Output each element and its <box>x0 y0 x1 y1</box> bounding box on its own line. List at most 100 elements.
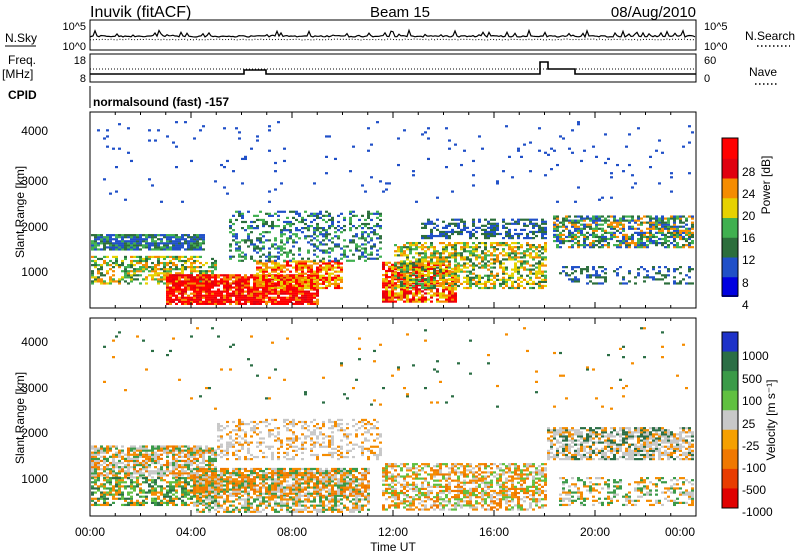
power-cell <box>208 284 211 287</box>
power-cell <box>679 272 682 275</box>
power-cell <box>634 182 637 185</box>
power-cell <box>133 248 136 251</box>
velocity-cell <box>193 482 196 485</box>
power-cell <box>283 233 286 236</box>
power-cell <box>262 282 265 286</box>
power-cell <box>523 143 526 146</box>
power-cell <box>121 259 124 263</box>
power-cell <box>172 242 175 245</box>
power-cell <box>541 236 544 240</box>
power-cell <box>103 242 106 245</box>
power-cell <box>679 225 682 228</box>
power-cell <box>142 278 145 281</box>
power-cell <box>439 264 442 267</box>
power-cell <box>496 248 499 251</box>
power-cell <box>190 286 193 289</box>
velocity-cell <box>109 470 112 473</box>
power-cell <box>385 276 388 279</box>
power-cell <box>187 240 190 243</box>
power-cell <box>475 276 478 279</box>
power-cell <box>622 223 625 226</box>
velocity-cell <box>103 503 106 507</box>
power-cell <box>412 170 415 173</box>
power-cell <box>157 248 160 251</box>
power-cell <box>106 234 109 237</box>
power-cell <box>286 264 289 267</box>
power-cell <box>274 300 277 303</box>
power-cell <box>289 235 292 238</box>
power-cell <box>601 266 604 269</box>
power-cell <box>556 229 559 232</box>
velocity-cell <box>157 472 160 475</box>
power-cell <box>250 274 253 277</box>
power-cell <box>166 135 169 138</box>
power-cell <box>262 284 265 288</box>
power-cell <box>259 286 262 289</box>
power-cell <box>238 241 241 244</box>
power-cell <box>427 298 430 301</box>
velocity-cell <box>106 459 109 463</box>
power-cell <box>520 280 523 283</box>
velocity-cell <box>91 503 94 507</box>
power-cell <box>487 220 490 223</box>
power-cell <box>178 246 181 249</box>
power-cell <box>433 292 436 295</box>
power-cell <box>601 244 604 247</box>
velocity-cell <box>103 345 106 348</box>
power-cell <box>196 300 199 303</box>
power-cell <box>421 261 424 264</box>
power-cell <box>181 246 184 249</box>
power-cell <box>472 159 475 163</box>
power-cell <box>469 230 472 234</box>
power-cell <box>163 282 166 285</box>
power-cell <box>148 255 151 259</box>
power-cell <box>145 263 148 267</box>
power-cell <box>649 241 652 245</box>
velocity-cell <box>106 491 109 494</box>
velocity-cell <box>148 479 151 482</box>
power-cell <box>163 261 166 265</box>
velocity-cell <box>187 483 190 486</box>
velocity-cell <box>196 474 199 477</box>
velocity-cell <box>109 483 112 486</box>
power-cell <box>313 302 316 305</box>
power-cell <box>376 249 379 252</box>
power-cell <box>256 296 259 299</box>
power-cell <box>400 270 403 273</box>
power-cell <box>139 242 142 245</box>
power-cell <box>409 268 412 271</box>
power-cell <box>514 262 517 265</box>
velocity-cell <box>136 455 139 458</box>
power-cell <box>688 266 691 269</box>
power-cell <box>178 244 181 247</box>
power-cell <box>241 292 244 295</box>
power-cell <box>331 224 334 228</box>
velocity-cell <box>142 447 145 450</box>
velocity-cell <box>157 461 160 465</box>
power-cell <box>631 233 634 237</box>
power-cell <box>304 292 307 295</box>
power-cell <box>238 131 241 134</box>
power-cell <box>475 264 478 267</box>
power-cell <box>490 228 493 232</box>
power-cell <box>160 246 163 249</box>
power-cell <box>409 241 412 245</box>
power-cell <box>673 268 676 271</box>
velocity-cell <box>91 474 94 477</box>
power-cell <box>376 253 379 256</box>
power-cell <box>247 235 250 238</box>
power-cell <box>460 163 463 167</box>
power-cell <box>106 238 109 241</box>
power-cell <box>118 236 121 239</box>
power-cell <box>541 280 544 283</box>
power-cell <box>175 276 178 279</box>
power-cell <box>655 217 658 220</box>
power-cell <box>148 236 151 239</box>
power-cell <box>493 276 496 279</box>
velocity-cell <box>151 461 154 465</box>
power-cell <box>490 286 493 290</box>
power-cell <box>241 227 244 230</box>
velocity-cell <box>184 461 187 465</box>
velocity-cell <box>109 481 112 484</box>
